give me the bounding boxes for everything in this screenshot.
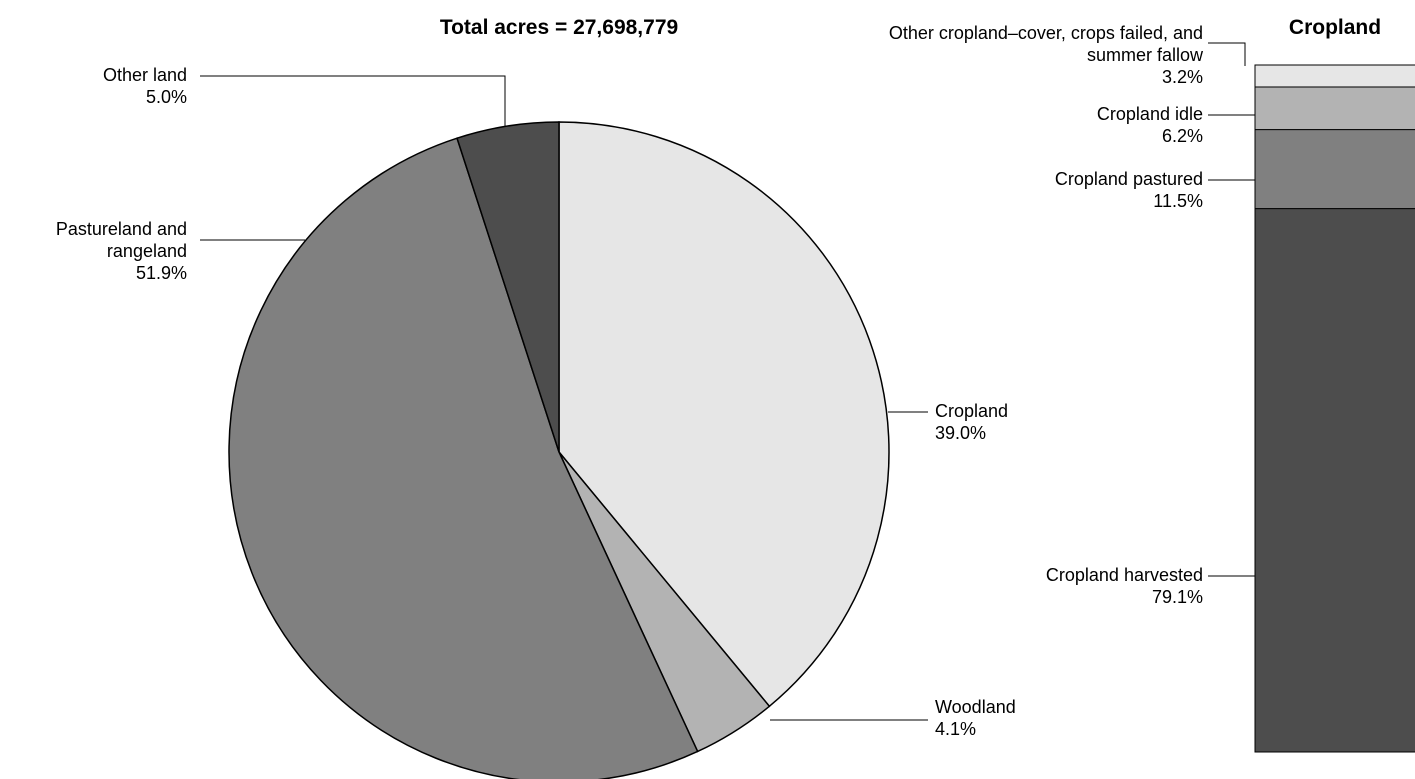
label-name: Woodland	[935, 697, 1016, 717]
label-value: 51.9%	[135, 263, 187, 283]
slice-label: Cropland harvested 79.1%	[1046, 564, 1203, 608]
pie-slice	[228, 137, 699, 779]
slice-label: Woodland 4.1%	[935, 696, 1016, 740]
leader-line	[1208, 42, 1246, 66]
bar-title: Cropland	[1288, 16, 1382, 39]
label-value: 4.1%	[935, 719, 977, 739]
label-value: 79.1%	[1151, 587, 1203, 607]
label-name: Cropland	[935, 401, 1009, 421]
pie-slice	[558, 121, 890, 708]
label-value: 6.2%	[1161, 126, 1203, 146]
label-name: Cropland idle	[1096, 104, 1203, 124]
bar-segment	[1254, 208, 1415, 753]
bar-segment	[1254, 86, 1415, 131]
leader-line	[200, 75, 506, 126]
bar-segment	[1254, 64, 1415, 88]
label-name: Other land	[102, 65, 187, 85]
label-value: 11.5%	[1153, 191, 1203, 211]
label-value: 39.0%	[935, 423, 987, 443]
label-name: Cropland harvested	[1045, 565, 1203, 585]
label-value: 5.0%	[145, 87, 187, 107]
label-name: Other cropland–cover, crops failed, and …	[888, 23, 1203, 65]
slice-label: Cropland pastured 11.5%	[1055, 168, 1203, 212]
slice-label: Cropland idle 6.2%	[1097, 103, 1203, 147]
label-name: Cropland pastured	[1054, 169, 1203, 189]
slice-label: Cropland 39.0%	[935, 400, 1008, 444]
slice-label: Other cropland–cover, crops failed, and …	[873, 22, 1203, 88]
slice-label: Pastureland and rangeland 51.9%	[0, 218, 187, 284]
bar-segment	[1254, 129, 1415, 210]
label-name: Pastureland and rangeland	[55, 219, 187, 261]
label-value: 3.2%	[1161, 67, 1203, 87]
pie-slice	[456, 121, 560, 453]
pie-title: Total acres = 27,698,779	[439, 16, 679, 39]
slice-label: Other land 5.0%	[103, 64, 187, 108]
